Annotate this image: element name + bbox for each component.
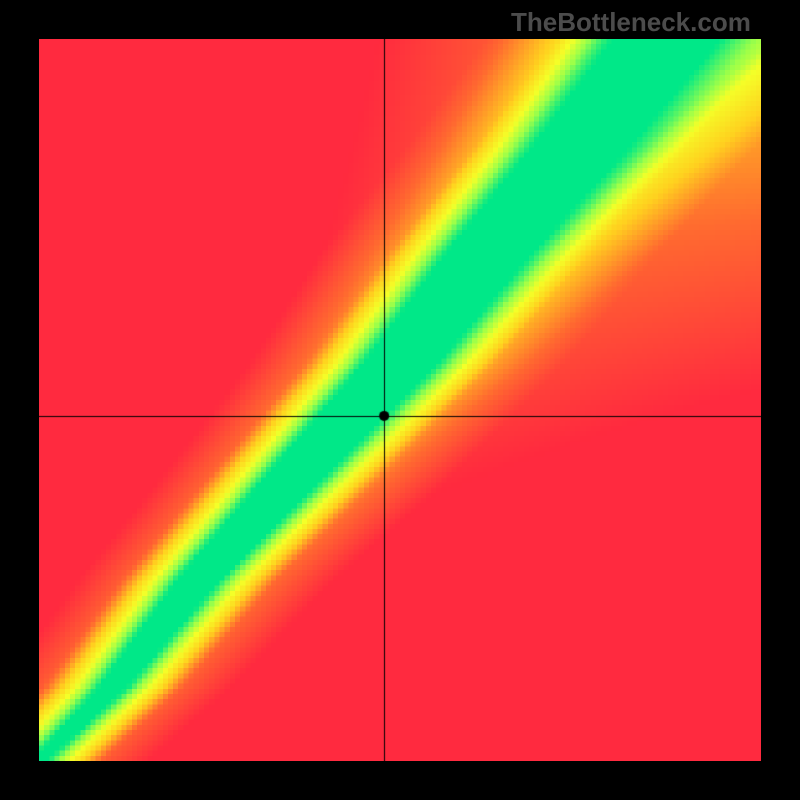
watermark-label: TheBottleneck.com <box>511 7 751 38</box>
bottleneck-heatmap <box>39 39 761 761</box>
chart-container: TheBottleneck.com <box>0 0 800 800</box>
